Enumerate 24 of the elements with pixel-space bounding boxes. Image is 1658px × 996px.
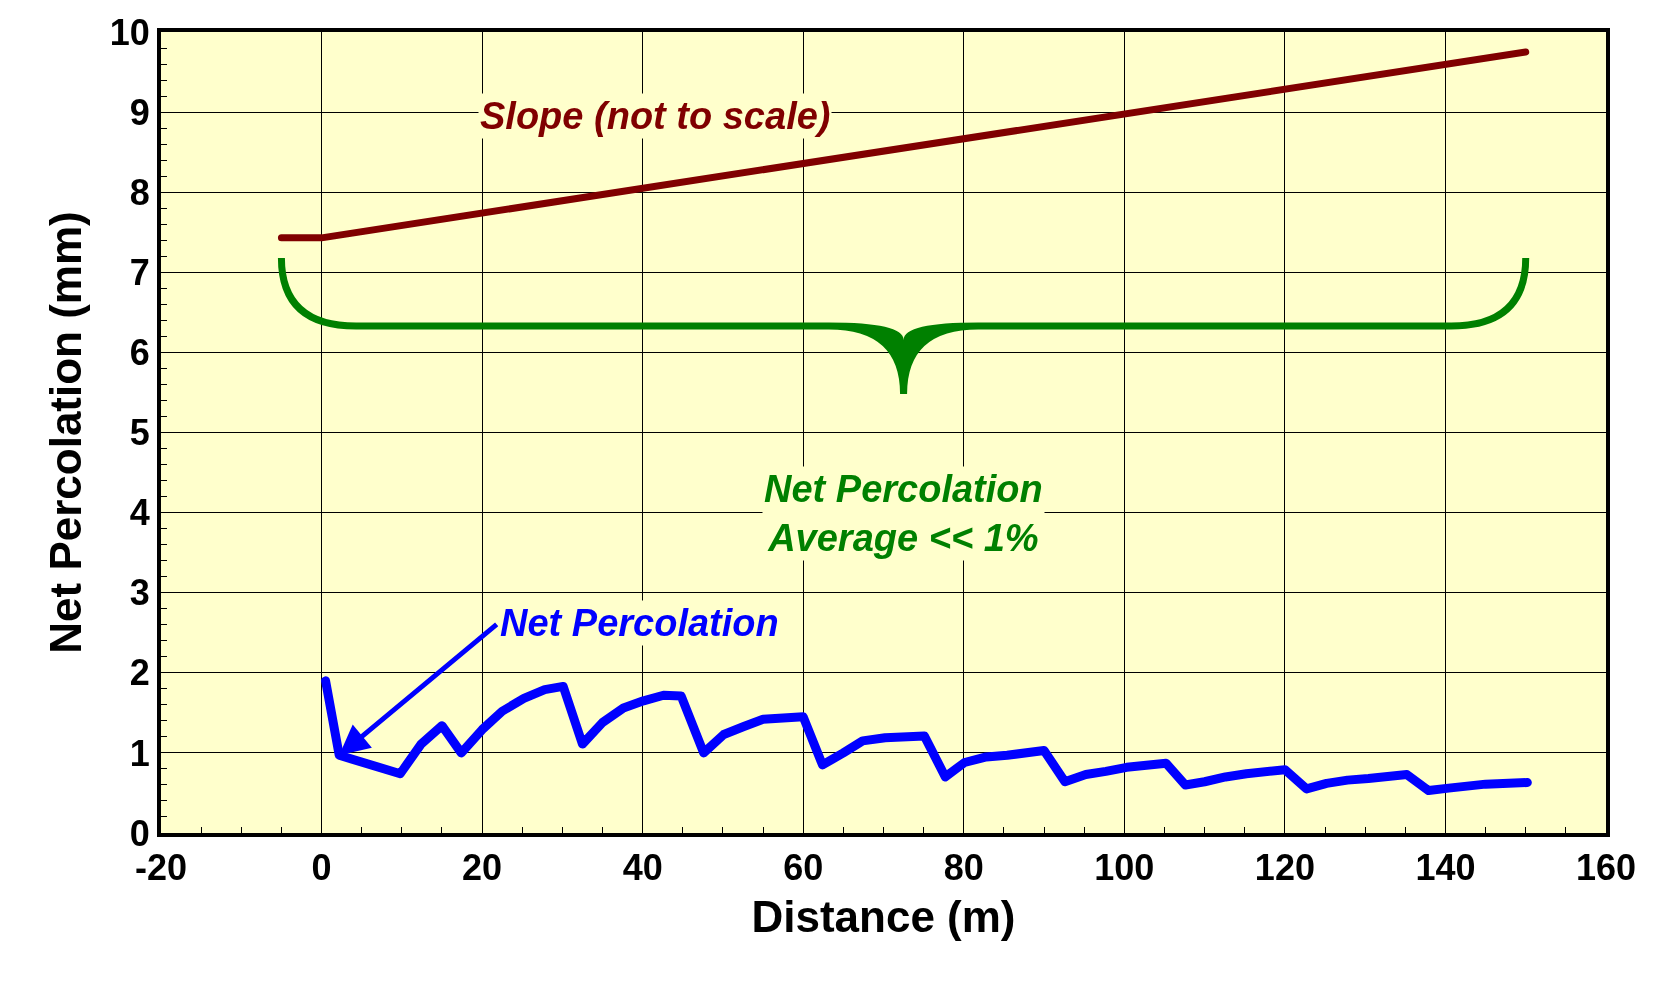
- x-tick-label: 80: [943, 847, 984, 889]
- y-tick-label: 6: [129, 332, 150, 373]
- x-axis-title: Distance (m): [751, 892, 1016, 941]
- y-tick-label: 10: [109, 11, 150, 53]
- x-tick-label: 160: [1575, 847, 1637, 889]
- x-tick-label: 20: [462, 847, 503, 889]
- y-tick-label: 4: [129, 492, 150, 534]
- series-label: Net Percolation: [500, 602, 779, 644]
- y-axis-title: Net Percolation (mm): [41, 211, 91, 654]
- series-label: Slope (not to scale): [480, 95, 831, 137]
- y-tick-label: 8: [129, 171, 150, 213]
- x-tick-label: 40: [622, 847, 663, 889]
- y-tick-label: 1: [129, 732, 150, 774]
- annotation: Net Percolation Average << 1%: [764, 468, 1043, 560]
- y-tick-label: 2: [129, 652, 150, 694]
- y-tick-label: 9: [129, 91, 150, 133]
- x-tick-label: 100: [1094, 847, 1155, 889]
- x-tick-label: 0: [311, 847, 332, 889]
- x-tick-label: 120: [1254, 847, 1315, 889]
- x-tick-label: 60: [783, 847, 824, 889]
- y-tick-label: 3: [129, 572, 150, 614]
- x-tick-label: 140: [1415, 847, 1476, 889]
- y-tick-label: 7: [129, 251, 150, 293]
- y-tick-label: 5: [129, 412, 150, 454]
